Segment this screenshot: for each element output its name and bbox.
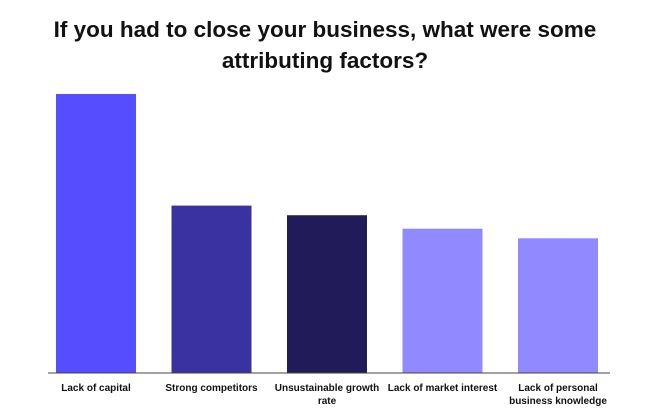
chart-title-line-1: If you had to close your business, what …: [53, 17, 597, 42]
category-label-5-line-1: Lack of personal: [518, 383, 598, 394]
category-label-5: Lack of personal business knowledge: [509, 383, 607, 407]
bar-4: [402, 228, 483, 373]
category-label-1: Lack of capital: [61, 383, 131, 394]
category-label-4-line-1: Lack of market interest: [388, 383, 498, 394]
bar-3: [287, 215, 367, 373]
category-label-2-line-1: Strong competitors: [165, 383, 258, 394]
category-label-3-line-1: Unsustainable growth: [275, 383, 379, 394]
category-label-4: Lack of market interest: [388, 383, 498, 394]
bar-2: [171, 205, 252, 373]
category-label-1-line-1: Lack of capital: [61, 383, 131, 394]
category-label-3-line-2: rate: [318, 396, 337, 407]
bars-group: [56, 94, 598, 373]
bar-1: [56, 94, 136, 373]
category-label-3: Unsustainable growth rate: [275, 383, 379, 407]
category-labels: Lack of capital Strong competitors Unsusta…: [61, 383, 607, 407]
category-label-2: Strong competitors: [165, 383, 258, 394]
category-label-5-line-2: business knowledge: [509, 396, 607, 407]
chart-title-line-2: attributing factors?: [221, 48, 429, 73]
chart-title: If you had to close your business, what …: [0, 14, 650, 76]
bar-5: [518, 238, 598, 373]
